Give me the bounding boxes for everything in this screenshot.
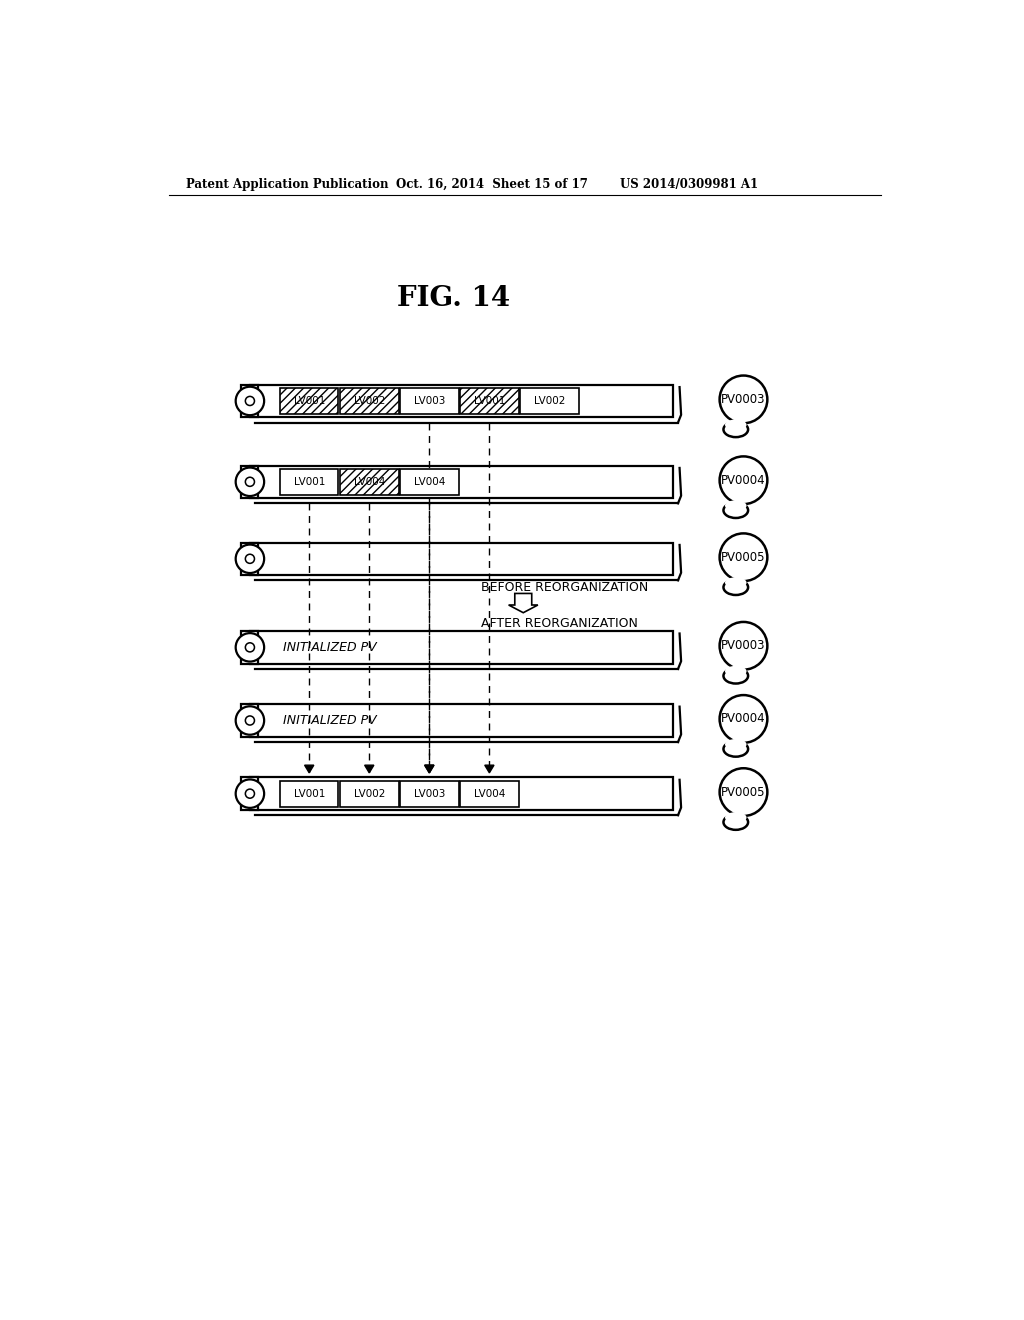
- Text: LV003: LV003: [414, 788, 445, 799]
- Text: INITIALIZED PV: INITIALIZED PV: [283, 714, 377, 727]
- Bar: [242, 705, 258, 737]
- Text: US 2014/0309981 A1: US 2014/0309981 A1: [620, 178, 758, 190]
- Text: LV001: LV001: [294, 396, 325, 407]
- Circle shape: [236, 467, 264, 496]
- Ellipse shape: [725, 420, 746, 430]
- Circle shape: [236, 779, 264, 808]
- Text: PV0004: PV0004: [721, 474, 766, 487]
- Ellipse shape: [725, 812, 746, 822]
- Bar: [460, 388, 518, 414]
- Text: Patent Application Publication: Patent Application Publication: [186, 178, 388, 190]
- Text: INITIALIZED PV: INITIALIZED PV: [283, 640, 377, 653]
- Circle shape: [720, 768, 767, 816]
- Bar: [250, 705, 674, 737]
- Bar: [242, 631, 258, 664]
- Bar: [242, 777, 258, 810]
- Polygon shape: [425, 766, 434, 774]
- Bar: [250, 777, 674, 810]
- Bar: [460, 780, 518, 807]
- Circle shape: [720, 457, 767, 504]
- Ellipse shape: [725, 739, 746, 750]
- Bar: [400, 780, 459, 807]
- Circle shape: [236, 634, 264, 661]
- Ellipse shape: [724, 668, 749, 684]
- Bar: [280, 780, 339, 807]
- Circle shape: [246, 715, 254, 725]
- Ellipse shape: [725, 500, 746, 511]
- Text: BEFORE REORGANIZATION: BEFORE REORGANIZATION: [481, 581, 648, 594]
- Circle shape: [246, 396, 254, 405]
- Text: PV0005: PV0005: [721, 550, 766, 564]
- Circle shape: [236, 545, 264, 573]
- Text: PV0003: PV0003: [721, 393, 766, 407]
- Ellipse shape: [724, 814, 749, 830]
- Bar: [520, 388, 579, 414]
- Circle shape: [720, 696, 767, 743]
- Text: LV003: LV003: [414, 396, 445, 407]
- Circle shape: [236, 387, 264, 416]
- FancyArrow shape: [509, 594, 538, 612]
- Polygon shape: [484, 766, 494, 774]
- Bar: [242, 543, 258, 576]
- Text: LV002: LV002: [353, 788, 385, 799]
- Bar: [242, 385, 258, 417]
- Polygon shape: [425, 766, 434, 774]
- Bar: [340, 388, 398, 414]
- Text: PV0005: PV0005: [721, 785, 766, 799]
- Text: PV0003: PV0003: [721, 639, 766, 652]
- Ellipse shape: [725, 665, 746, 677]
- Text: LV002: LV002: [534, 396, 565, 407]
- Text: AFTER REORGANIZATION: AFTER REORGANIZATION: [481, 616, 638, 630]
- Circle shape: [246, 554, 254, 564]
- Bar: [280, 469, 339, 495]
- Text: LV001: LV001: [294, 788, 325, 799]
- Circle shape: [720, 533, 767, 581]
- Text: LV004: LV004: [474, 788, 505, 799]
- Circle shape: [720, 376, 767, 424]
- Ellipse shape: [724, 579, 749, 595]
- Circle shape: [246, 643, 254, 652]
- Bar: [400, 388, 459, 414]
- Text: LV001: LV001: [294, 477, 325, 487]
- Bar: [280, 388, 339, 414]
- Text: LV002: LV002: [353, 396, 385, 407]
- Polygon shape: [365, 766, 374, 774]
- Ellipse shape: [724, 422, 749, 437]
- Bar: [250, 466, 674, 498]
- Bar: [400, 469, 459, 495]
- Text: Oct. 16, 2014  Sheet 15 of 17: Oct. 16, 2014 Sheet 15 of 17: [396, 178, 588, 190]
- Ellipse shape: [725, 577, 746, 589]
- Bar: [340, 780, 398, 807]
- Circle shape: [246, 789, 254, 799]
- Bar: [340, 469, 398, 495]
- Text: FIG. 14: FIG. 14: [397, 285, 511, 313]
- Bar: [250, 631, 674, 664]
- Text: LV001: LV001: [474, 396, 505, 407]
- Bar: [250, 385, 674, 417]
- Circle shape: [236, 706, 264, 735]
- Text: LV004: LV004: [353, 477, 385, 487]
- Bar: [250, 543, 674, 576]
- Circle shape: [720, 622, 767, 669]
- Circle shape: [246, 478, 254, 486]
- Bar: [242, 466, 258, 498]
- Ellipse shape: [724, 742, 749, 756]
- Ellipse shape: [724, 503, 749, 517]
- Text: LV004: LV004: [414, 477, 445, 487]
- Text: PV0004: PV0004: [721, 713, 766, 726]
- Polygon shape: [304, 766, 313, 774]
